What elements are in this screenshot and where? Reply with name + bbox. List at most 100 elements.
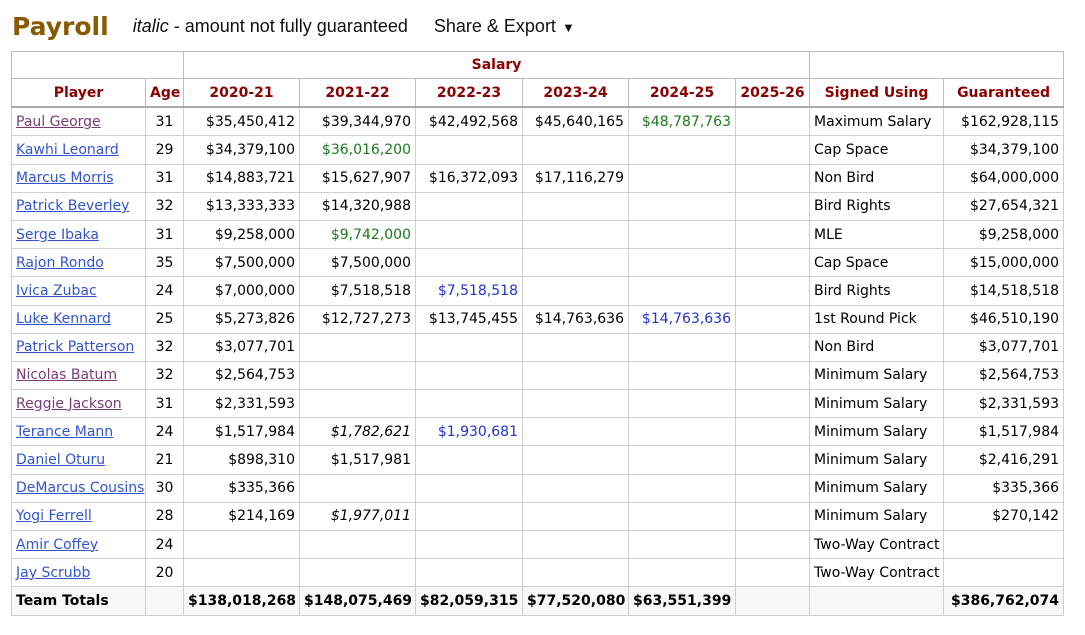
age-cell: 31 [145,389,184,419]
player-link[interactable]: Patrick Patterson [16,339,135,356]
salary-cell [734,248,811,278]
guaranteed-cell: $9,258,000 [943,219,1065,250]
salary-cell [415,135,523,165]
salary-cell [734,501,811,532]
table-row: Rajon Rondo 35 $7,500,000 $7,500,000 Cap Spa… [11,248,1065,278]
signed-using-cell: Minimum Salary [809,501,945,532]
column-header[interactable]: 2024-25 [628,78,736,109]
player-link[interactable]: Jay Scrubb [16,564,91,581]
salary-cell [183,529,300,560]
salary-cell: $335,366 [183,473,300,503]
salary-cell [522,135,629,165]
column-header[interactable]: 2023-24 [522,78,629,109]
totals-salary-cell: $138,018,268 [183,586,300,616]
player-link[interactable]: Serge Ibaka [16,226,99,243]
salary-cell [734,191,811,221]
player-cell: Marcus Morris [11,163,146,193]
player-link[interactable]: Paul George [16,113,101,130]
salary-cell: $1,782,621 [299,417,416,447]
column-header[interactable]: Signed Using [809,78,945,109]
salary-cell [522,219,629,250]
salary-cell [628,558,736,588]
salary-cell: $12,727,273 [299,304,416,334]
salary-cell [734,106,811,137]
salary-cell [628,529,736,560]
salary-cell: $7,518,518 [299,276,416,306]
player-link[interactable]: Nicolas Batum [16,367,118,384]
salary-cell: $3,077,701 [183,332,300,362]
player-cell: Amir Coffey [11,529,146,560]
salary-cell: $7,518,518 [415,276,523,306]
table-row: Yogi Ferrell 28 $214,169 $1,977,011 Minimum … [11,501,1065,532]
salary-cell: $9,742,000 [299,219,416,250]
header-spacer [11,51,184,79]
player-link[interactable]: DeMarcus Cousins [16,480,145,497]
salary-cell: $1,977,011 [299,501,416,532]
age-cell: 35 [145,248,184,278]
guaranteed-cell: $3,077,701 [943,332,1065,362]
salary-cell [628,445,736,475]
age-cell: 21 [145,445,184,475]
age-cell: 25 [145,304,184,334]
table-row: Serge Ibaka 31 $9,258,000 $9,742,000 MLE $9,2… [11,219,1065,250]
salary-cell [522,276,629,306]
player-link[interactable]: Ivica Zubac [16,282,97,299]
share-export-menu[interactable]: Share & Export ▼ [434,16,575,37]
guaranteed-cell: $14,518,518 [943,276,1065,306]
guaranteed-cell: $27,654,321 [943,191,1065,221]
age-cell: 20 [145,558,184,588]
player-link[interactable]: Kawhi Leonard [16,141,119,158]
guaranteed-cell: $34,379,100 [943,135,1065,165]
column-header[interactable]: Guaranteed [943,78,1065,109]
column-header[interactable]: 2025-26 [734,78,811,109]
salary-cell [628,473,736,503]
team-totals-row: Team Totals $138,018,268 $148,075,469 $82,0… [11,586,1065,616]
salary-cell [299,332,416,362]
salary-cell [628,276,736,306]
player-link[interactable]: Rajon Rondo [16,254,104,271]
salary-cell [415,529,523,560]
guaranteed-cell: $64,000,000 [943,163,1065,193]
table-row: Jay Scrubb 20 Two-Way Contract [11,558,1065,588]
player-link[interactable]: Patrick Beverley [16,198,130,215]
player-link[interactable]: Marcus Morris [16,170,114,187]
salary-cell [734,276,811,306]
salary-cell [628,219,736,250]
column-header[interactable]: 2021-22 [299,78,416,109]
salary-cell [415,219,523,250]
legend-italic: italic [132,15,169,36]
table-row: Terance Mann 24 $1,517,984 $1,782,621 $1,930… [11,417,1065,447]
totals-salary-cell: $148,075,469 [299,586,416,616]
guaranteed-cell [943,529,1065,560]
salary-cell [415,191,523,221]
guaranteed-cell: $2,564,753 [943,360,1065,391]
table-row: Marcus Morris 31 $14,883,721 $15,627,907 $16… [11,163,1065,193]
player-link[interactable]: Reggie Jackson [16,395,122,412]
player-link[interactable]: Daniel Oturu [16,452,106,469]
column-header[interactable]: 2020-21 [183,78,300,109]
salary-cell: $214,169 [183,501,300,532]
player-link[interactable]: Yogi Ferrell [16,508,92,525]
salary-cell [734,219,811,250]
column-header[interactable]: 2022-23 [415,78,523,109]
player-cell: Serge Ibaka [11,219,146,250]
totals-salary-cell: $63,551,399 [628,586,736,616]
salary-cell: $14,763,636 [522,304,629,334]
salary-cell: $1,517,984 [183,417,300,447]
salary-cell [415,248,523,278]
share-export-label: Share & Export [433,15,556,36]
salary-cell [734,332,811,362]
player-link[interactable]: Luke Kennard [16,311,111,328]
salary-cell: $7,500,000 [183,248,300,278]
signed-using-cell: Minimum Salary [809,389,945,419]
table-row: DeMarcus Cousins 30 $335,366 Minimum Salary… [11,473,1065,503]
salary-cell [734,389,811,419]
salary-cell [734,135,811,165]
column-header[interactable]: Player [11,78,146,109]
player-link[interactable]: Amir Coffey [16,536,99,553]
player-link[interactable]: Terance Mann [16,423,114,440]
column-header[interactable]: Age [145,78,184,109]
signed-using-cell: Minimum Salary [809,360,945,391]
header-spacer-right [809,51,1065,79]
age-cell: 32 [145,332,184,362]
